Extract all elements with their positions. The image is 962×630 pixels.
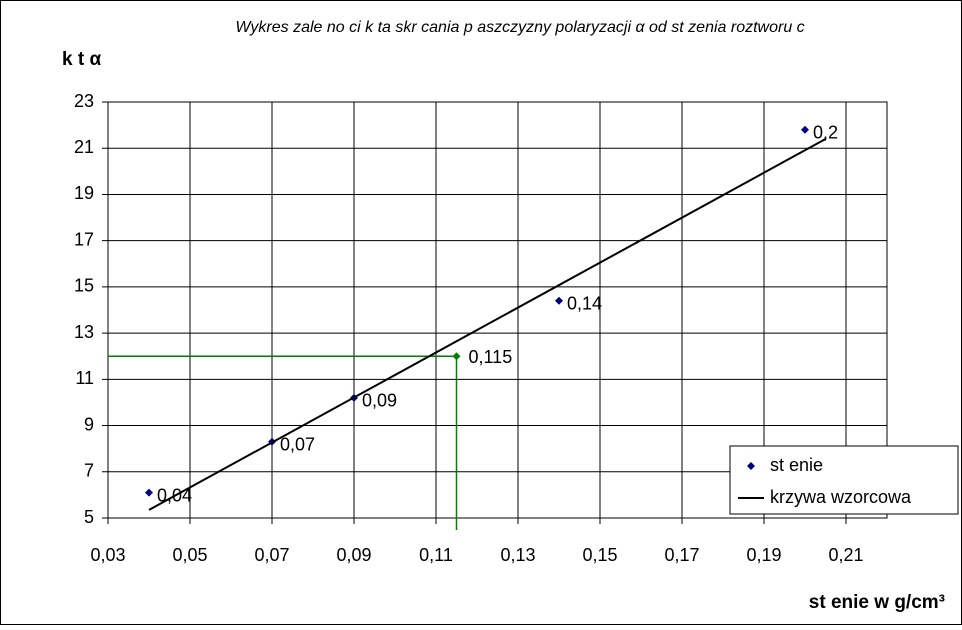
x-axis-label: st enie w g/cm³	[809, 592, 945, 613]
x-tick-label: 0,03	[90, 545, 125, 565]
legend-label: st enie	[770, 455, 823, 475]
point	[145, 488, 153, 497]
y-tick-label: 15	[74, 276, 94, 296]
plot-area	[107, 101, 888, 519]
y-tick-label: 21	[74, 137, 94, 157]
point-label: 0,115	[469, 347, 513, 367]
y-tick-label: 23	[74, 91, 94, 111]
y-tick-label: 9	[84, 414, 94, 434]
x-tick-label: 0,19	[746, 545, 781, 565]
x-tick-label: 0,15	[582, 545, 617, 565]
point-label: 0,09	[362, 391, 397, 411]
y-axis-label: k t α	[62, 49, 101, 70]
point-label: 0,14	[567, 294, 602, 314]
x-tick-label: 0,07	[254, 545, 289, 565]
x-tick-label: 0,21	[828, 545, 863, 565]
x-tick-label: 0,13	[500, 545, 535, 565]
x-tick-label: 0,05	[172, 545, 207, 565]
y-tick-label: 7	[84, 461, 94, 481]
point-label: 0,2	[813, 122, 838, 142]
x-tick-label: 0,09	[336, 545, 371, 565]
chart-title: Wykres zale no ci k ta skr cania p aszcz…	[235, 19, 804, 36]
legend	[729, 445, 959, 515]
point-label: 0,07	[280, 434, 315, 454]
x-tick-label: 0,17	[664, 545, 699, 565]
legend-swatch	[747, 462, 755, 470]
point	[555, 296, 563, 305]
y-tick-label: 5	[84, 507, 94, 527]
x-tick-label: 0,11	[419, 545, 453, 565]
y-tick-label: 17	[74, 229, 94, 249]
point	[801, 125, 809, 134]
y-tick-label: 13	[74, 322, 94, 342]
y-tick-label: 19	[74, 183, 94, 203]
legend-label: krzywa wzorcowa	[770, 487, 912, 507]
highlight-point	[452, 352, 461, 361]
trend-line	[148, 138, 826, 511]
y-tick-label: 11	[75, 368, 94, 388]
